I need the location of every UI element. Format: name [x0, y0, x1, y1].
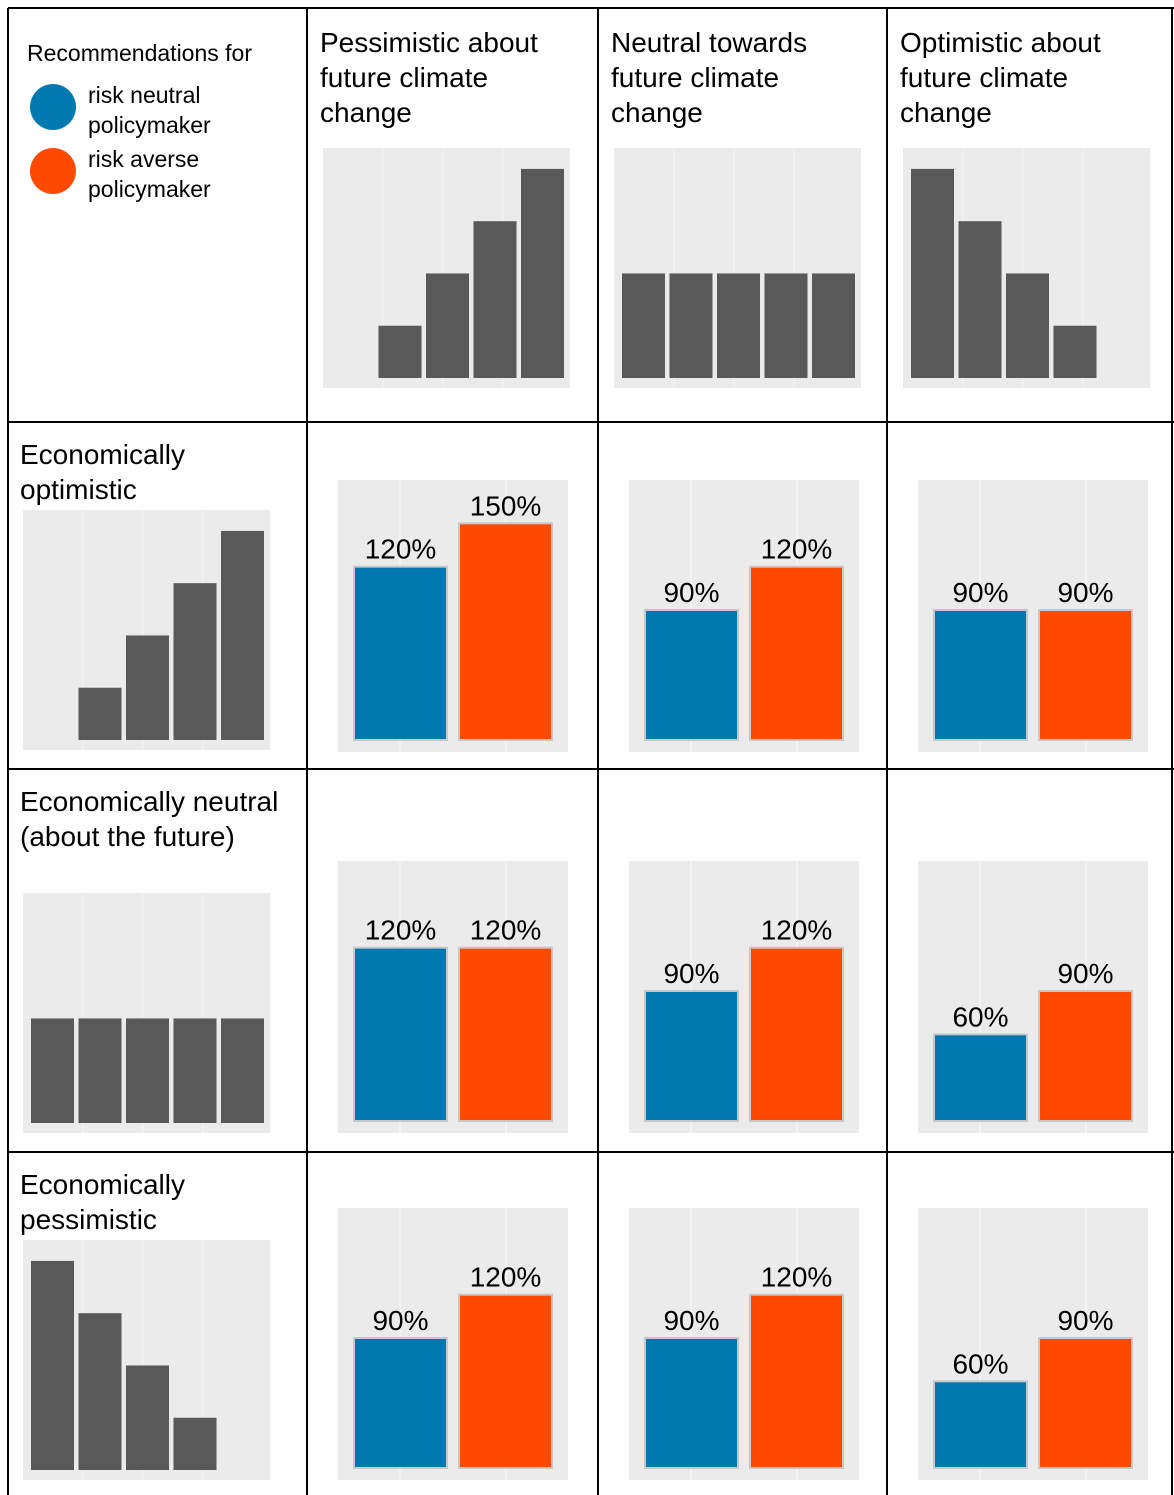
distribution-chart [23, 1240, 270, 1480]
recommendation-chart: 60% 90% [918, 861, 1148, 1133]
recommendation-chart: 90% 90% [918, 480, 1148, 752]
recommendation-bar [933, 609, 1028, 741]
value-label: 120% [761, 915, 833, 946]
value-label: 90% [372, 1305, 428, 1336]
value-label: 120% [365, 534, 437, 565]
table-border [8, 768, 1174, 770]
distribution-bar [378, 325, 422, 378]
distribution-bar [764, 273, 808, 378]
value-label: 120% [470, 1262, 542, 1293]
distribution-bar [1006, 273, 1049, 378]
value-label: 90% [663, 577, 719, 608]
distribution-bar [78, 1018, 122, 1123]
column-header: Pessimistic about future climate change [320, 27, 538, 128]
distribution-bar [126, 1018, 169, 1123]
distribution-bar [911, 168, 954, 378]
distribution-bar [126, 635, 169, 740]
distribution-bar [717, 273, 760, 378]
recommendation-chart: 120% 150% [338, 480, 568, 752]
recommendation-bar [749, 946, 844, 1122]
value-label: 90% [663, 1305, 719, 1336]
distribution-chart [23, 510, 270, 750]
recommendation-chart: 90% 120% [629, 1208, 859, 1480]
recommendation-bar [644, 1337, 739, 1469]
value-label: 90% [663, 958, 719, 989]
recommendation-chart: 90% 120% [629, 861, 859, 1133]
recommendation-bar [353, 1337, 448, 1469]
distribution-chart [23, 893, 270, 1133]
recommendation-bar [1038, 1337, 1133, 1469]
distribution-bar [173, 1417, 217, 1470]
value-label: 150% [470, 490, 542, 521]
table-border [1171, 8, 1173, 1495]
row-header: Economically pessimistic [20, 1169, 185, 1235]
table-border [886, 8, 888, 1495]
distribution-bar [173, 1018, 217, 1123]
table-border [597, 8, 599, 1495]
distribution-bar [473, 221, 517, 378]
table-border [8, 421, 1174, 423]
distribution-bar [221, 530, 264, 740]
recommendation-bar [749, 1293, 844, 1469]
value-label: 90% [952, 577, 1008, 608]
legend-title: Recommendations for [27, 40, 252, 66]
legend-marker [30, 148, 76, 194]
table-border [306, 8, 308, 1495]
recommendation-chart: 90% 120% [629, 480, 859, 752]
recommendation-bar [353, 565, 448, 741]
legend-label: risk averse policymaker [88, 146, 211, 202]
distribution-bar [812, 273, 855, 378]
value-label: 60% [952, 1348, 1008, 1379]
table-border [8, 1151, 1174, 1153]
value-label: 120% [761, 534, 833, 565]
table-border [8, 7, 1174, 9]
recommendation-bar [458, 946, 553, 1122]
distribution-chart [614, 148, 861, 388]
value-label: 120% [761, 1262, 833, 1293]
recommendation-bar [458, 1293, 553, 1469]
distribution-bar [126, 1365, 169, 1470]
distribution-bar [622, 273, 665, 378]
recommendation-bar [644, 609, 739, 741]
distribution-bar [78, 687, 122, 740]
row-header: Economically neutral (about the future) [20, 786, 279, 852]
distribution-bar [78, 1313, 122, 1470]
value-label: 60% [952, 1001, 1008, 1032]
distribution-bar [958, 221, 1002, 378]
value-label: 90% [1057, 958, 1113, 989]
distribution-bar [31, 1018, 74, 1123]
distribution-chart [903, 148, 1150, 388]
value-label: 90% [1057, 1305, 1113, 1336]
recommendation-chart: 90% 120% [338, 1208, 568, 1480]
recommendation-bar [644, 990, 739, 1122]
recommendation-chart: 60% 90% [918, 1208, 1148, 1480]
distribution-bar [1053, 325, 1097, 378]
distribution-bar [31, 1260, 74, 1470]
legend-label: risk neutral policymaker [88, 82, 211, 138]
distribution-bar [669, 273, 713, 378]
recommendation-bar [933, 1033, 1028, 1122]
recommendation-bar [933, 1380, 1028, 1469]
value-label: 120% [365, 915, 437, 946]
distribution-bar [173, 583, 217, 740]
recommendation-chart: 120% 120% [338, 861, 568, 1133]
distribution-chart [323, 148, 570, 388]
column-header: Neutral towards future climate change [611, 27, 808, 128]
distribution-bar [221, 1018, 264, 1123]
recommendation-bar [749, 565, 844, 741]
value-label: 120% [470, 915, 542, 946]
column-header: Optimistic about future climate change [900, 27, 1101, 128]
recommendation-bar [353, 946, 448, 1122]
table-border [7, 8, 9, 1495]
recommendation-bar [1038, 609, 1133, 741]
legend-marker [30, 84, 76, 130]
distribution-bar [521, 168, 564, 378]
recommendation-bar [458, 522, 553, 742]
distribution-bar [426, 273, 469, 378]
recommendation-bar [1038, 990, 1133, 1122]
row-header: Economically optimistic [20, 439, 185, 505]
value-label: 90% [1057, 577, 1113, 608]
